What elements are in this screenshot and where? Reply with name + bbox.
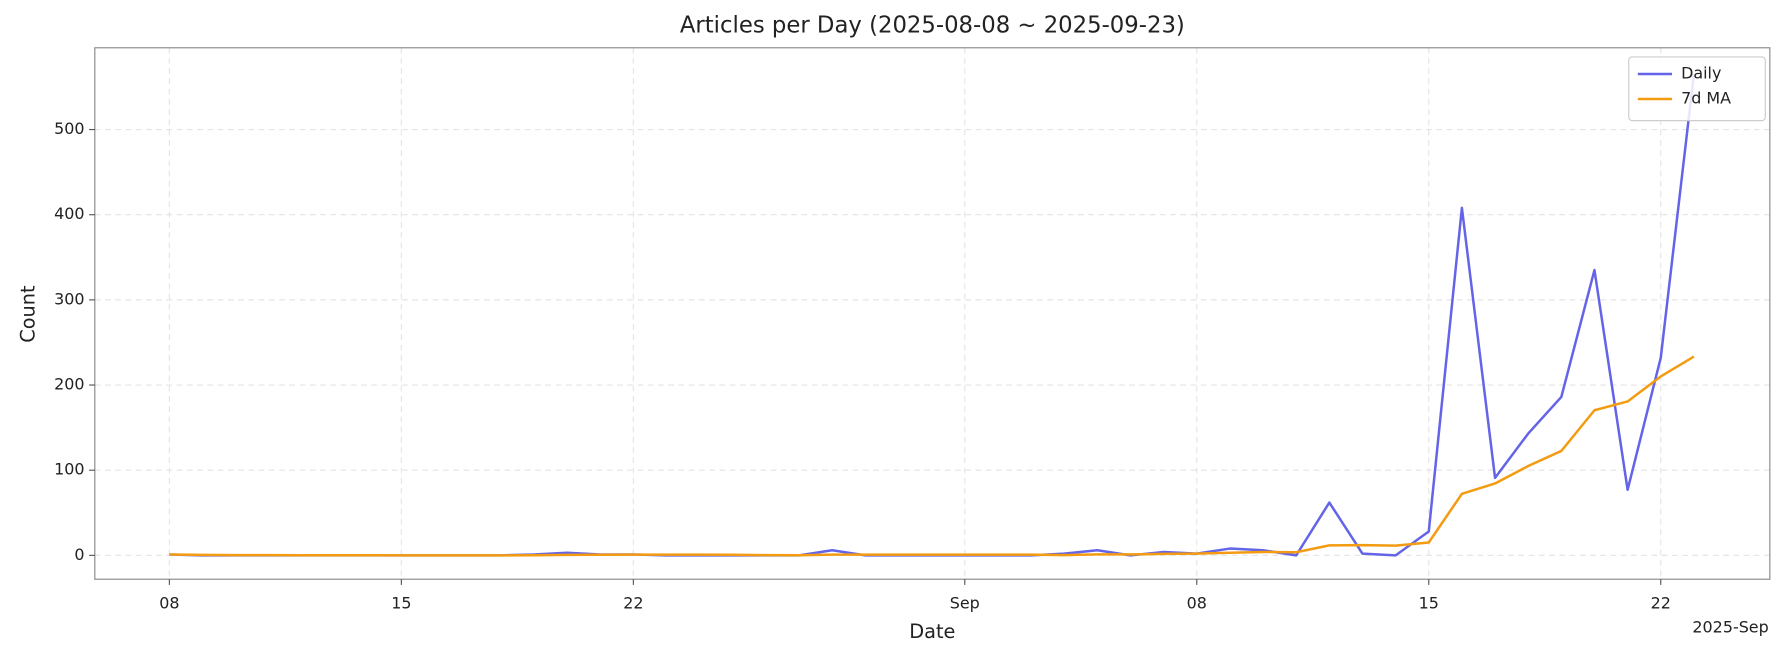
plot-area bbox=[169, 74, 1696, 557]
y-tick-label: 200 bbox=[54, 375, 84, 394]
y-tick-label: 100 bbox=[54, 460, 84, 479]
data-line bbox=[169, 355, 1695, 557]
legend: Daily 7d MA bbox=[1628, 56, 1766, 122]
x-tick-label: 22 bbox=[623, 594, 643, 613]
x-tick-label: 15 bbox=[391, 594, 411, 613]
x-axis-label: Date bbox=[909, 620, 955, 643]
legend-label: 7d MA bbox=[1681, 89, 1731, 108]
axes-frame bbox=[94, 47, 1771, 580]
grid bbox=[94, 47, 1770, 580]
legend-label: Daily bbox=[1681, 63, 1721, 82]
y-tick-label: 500 bbox=[54, 119, 84, 138]
x-tick-label: 22 bbox=[1651, 594, 1671, 613]
x-offset-label: 2025-Sep bbox=[1692, 618, 1768, 637]
x-tick-label: 08 bbox=[1187, 594, 1207, 613]
x-tick-label: 15 bbox=[1419, 594, 1439, 613]
y-tick-label: 0 bbox=[74, 545, 84, 564]
y-tick-label: 400 bbox=[54, 204, 84, 223]
data-line bbox=[169, 74, 1696, 557]
chart-title: Articles per Day (2025-08-08 ~ 2025-09-2… bbox=[680, 13, 1185, 39]
x-tick-label: 08 bbox=[159, 594, 179, 613]
y-tick-label: 300 bbox=[54, 289, 84, 308]
x-tick-label: Sep bbox=[950, 594, 980, 613]
y-axis-label: Count bbox=[16, 285, 39, 343]
